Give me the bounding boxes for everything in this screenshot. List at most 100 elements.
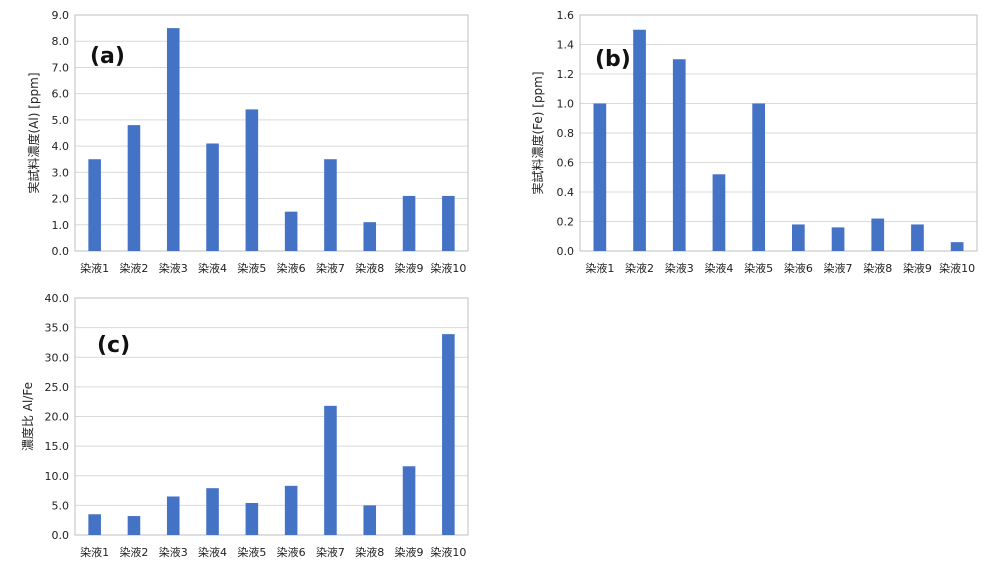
x-tick-label: 染液8 xyxy=(355,545,384,559)
y-tick-label: 0.0 xyxy=(557,245,575,258)
bar xyxy=(402,195,416,251)
y-tick-label: 1.0 xyxy=(557,98,575,111)
panel-label: (a) xyxy=(90,44,125,69)
y-tick-label: 25.0 xyxy=(45,381,70,394)
bar xyxy=(324,159,337,251)
x-tick-label: 染液4 xyxy=(198,261,227,275)
x-tick-label: 染液10 xyxy=(939,261,975,275)
bar xyxy=(127,125,141,251)
y-tick-label: 0.2 xyxy=(557,216,575,229)
y-tick-label: 1.6 xyxy=(557,9,575,22)
bar xyxy=(127,516,141,535)
chart-c: 0.0 5.0 10.0 15.0 20.0 25.0 30.0 35.0 40.0 染液1 染液2… xyxy=(20,292,469,559)
chart-panel-c: 0.0 5.0 10.0 15.0 20.0 25.0 30.0 35.0 40.0 染液1 染液2… xyxy=(0,286,480,572)
y-tick-label: 1.4 xyxy=(557,39,575,52)
y-tick-label: 35.0 xyxy=(45,322,70,335)
bar xyxy=(950,242,964,251)
y-tick-label: 1.2 xyxy=(557,68,575,81)
y-tick-label: 2.0 xyxy=(52,193,70,206)
x-tick-label: 染液8 xyxy=(355,261,384,275)
bar xyxy=(402,466,416,535)
bar xyxy=(871,218,885,251)
bar xyxy=(88,159,101,251)
y-tick-label: 4.0 xyxy=(52,140,70,153)
bar xyxy=(752,103,766,251)
plot-area xyxy=(74,14,469,252)
x-tick-label: 染液9 xyxy=(903,261,932,275)
x-tick-label: 染液6 xyxy=(277,545,306,559)
bar xyxy=(712,174,726,251)
plot-area xyxy=(74,297,469,536)
y-tick-label: 8.0 xyxy=(52,35,70,48)
x-tick-label: 染液8 xyxy=(863,261,892,275)
bar xyxy=(206,488,219,535)
y-tick-label: 1.0 xyxy=(52,219,70,232)
bar xyxy=(166,28,180,251)
y-tick-label: 0.0 xyxy=(52,529,70,542)
x-tick-label: 染液10 xyxy=(430,545,466,559)
bar xyxy=(672,59,686,251)
x-tick-label: 染液1 xyxy=(80,261,109,275)
x-tick-label: 染液5 xyxy=(237,261,266,275)
x-tick-label: 染液6 xyxy=(784,261,813,275)
bar xyxy=(363,505,377,535)
bar xyxy=(324,405,337,535)
y-tick-label: 30.0 xyxy=(45,351,70,364)
bar xyxy=(442,195,455,251)
panel-label: (c) xyxy=(97,333,130,358)
y-tick-label: 6.0 xyxy=(52,88,70,101)
chart-panel-a: 0.0 1.0 2.0 3.0 4.0 5.0 6.0 7.0 8.0 9.0 染液1 染液2 染液3 染… xyxy=(0,0,480,284)
plot-area xyxy=(579,14,978,252)
y-tick-label: 20.0 xyxy=(45,411,70,424)
x-tick-label: 染液4 xyxy=(704,261,733,275)
chart-b: 0.0 0.2 0.4 0.6 0.8 1.0 1.2 1.4 1.6 染液1 染液2 染液3 染液4 染… xyxy=(530,9,978,275)
x-tick-label: 染液2 xyxy=(119,261,148,275)
x-tick-label: 染液6 xyxy=(277,261,306,275)
x-tick-label: 染液3 xyxy=(665,261,694,275)
bar xyxy=(831,227,845,251)
bar xyxy=(245,503,259,535)
y-tick-label: 0.8 xyxy=(557,127,575,140)
y-tick-label: 5.0 xyxy=(52,499,70,512)
x-tick-label: 染液9 xyxy=(395,261,424,275)
x-tick-label: 染液7 xyxy=(824,261,853,275)
y-axis-label: 濃度比 Al/Fe xyxy=(20,382,35,451)
chart-panel-b: 0.0 0.2 0.4 0.6 0.8 1.0 1.2 1.4 1.6 染液1 染液2 染液3 染液4 染… xyxy=(500,0,992,284)
y-axis-label: 実試料濃度(Fe) [ppm] xyxy=(530,71,545,194)
bar xyxy=(363,222,377,251)
x-tick-label: 染液3 xyxy=(159,261,188,275)
x-tick-label: 染液2 xyxy=(625,261,654,275)
y-tick-label: 3.0 xyxy=(52,166,70,179)
bar xyxy=(245,109,259,252)
x-tick-label: 染液1 xyxy=(80,545,109,559)
y-tick-label: 10.0 xyxy=(45,470,70,483)
x-tick-label: 染液4 xyxy=(198,545,227,559)
x-tick-label: 染液9 xyxy=(395,545,424,559)
y-tick-label: 7.0 xyxy=(52,61,70,74)
x-tick-label: 染液5 xyxy=(744,261,773,275)
y-axis-label: 実試料濃度(Al) [ppm] xyxy=(26,72,41,193)
bar xyxy=(633,29,646,251)
bar xyxy=(88,514,101,535)
bar xyxy=(166,496,180,535)
x-tick-label: 染液3 xyxy=(159,545,188,559)
y-tick-label: 40.0 xyxy=(45,292,70,305)
y-tick-label: 15.0 xyxy=(45,440,70,453)
bar xyxy=(911,224,924,251)
chart-a: 0.0 1.0 2.0 3.0 4.0 5.0 6.0 7.0 8.0 9.0 染液1 染液2 染液3 染… xyxy=(26,9,469,275)
bar xyxy=(206,143,219,251)
bar xyxy=(593,103,607,251)
bar xyxy=(284,485,298,535)
bar xyxy=(284,211,298,251)
y-tick-label: 9.0 xyxy=(52,9,70,22)
y-tick-label: 5.0 xyxy=(52,114,70,127)
panel-label: (b) xyxy=(595,47,631,72)
x-tick-label: 染液7 xyxy=(316,261,345,275)
y-tick-label: 0.4 xyxy=(557,186,575,199)
x-tick-label: 染液10 xyxy=(430,261,466,275)
bar xyxy=(791,224,805,251)
x-tick-label: 染液2 xyxy=(119,545,148,559)
x-tick-label: 染液7 xyxy=(316,545,345,559)
y-tick-label: 0.6 xyxy=(557,157,575,170)
bar xyxy=(442,334,455,535)
